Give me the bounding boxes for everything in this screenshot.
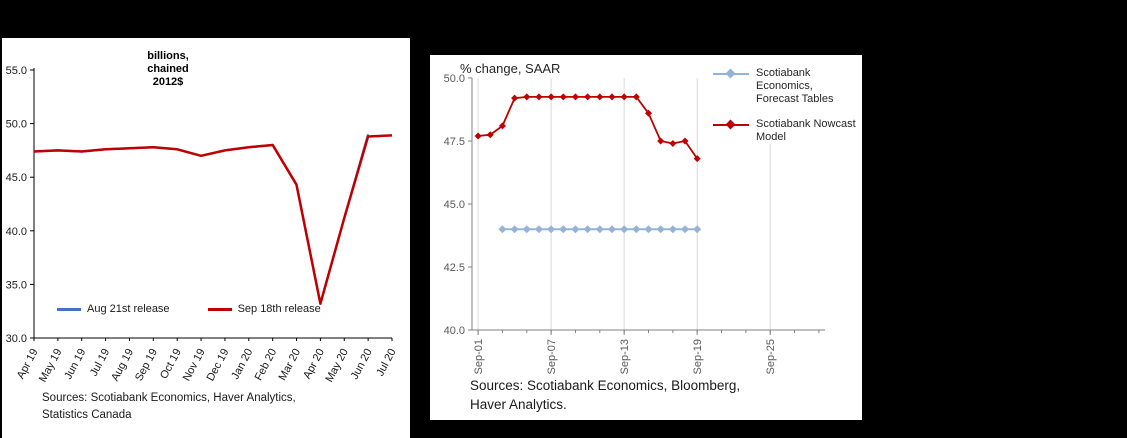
source-line: Statistics Canada xyxy=(42,409,132,421)
red-line-swatch-icon xyxy=(207,307,232,311)
legend-label: Scotiabank Economics, Forecast Tables xyxy=(756,67,834,105)
svg-text:May 20: May 20 xyxy=(323,347,351,384)
source-line: Sources: Scotiabank Economics, Haver Ana… xyxy=(42,392,296,404)
right-chart-source-note: Sources: Scotiabank Economics, Bloomberg… xyxy=(470,376,740,414)
svg-text:Jan 20: Jan 20 xyxy=(229,347,255,382)
svg-text:Sep-13: Sep-13 xyxy=(619,339,631,374)
svg-text:Dec 19: Dec 19 xyxy=(205,347,232,383)
svg-text:Mar 20: Mar 20 xyxy=(277,347,304,383)
right-chart-legend: Scotiabank Economics, Forecast Tables Sc… xyxy=(713,67,862,144)
svg-text:50.0: 50.0 xyxy=(444,73,465,85)
legend-item-aug-release: Aug 21st release xyxy=(57,303,170,315)
source-line: Sources: Scotiabank Economics, Bloomberg… xyxy=(470,378,741,393)
svg-text:Sep-25: Sep-25 xyxy=(765,339,777,374)
svg-text:45.0: 45.0 xyxy=(6,172,27,184)
svg-text:May 19: May 19 xyxy=(37,347,65,384)
svg-text:40.0: 40.0 xyxy=(6,226,27,238)
svg-text:42.5: 42.5 xyxy=(444,262,465,274)
left-chart-axis-unit-label: billions, chained 2012$ xyxy=(118,50,218,89)
svg-text:30.0: 30.0 xyxy=(6,333,27,345)
svg-text:55.0: 55.0 xyxy=(6,65,27,77)
svg-text:40.0: 40.0 xyxy=(444,325,465,337)
right-chart-title: % change, SAAR xyxy=(460,61,561,76)
legend-label: Sep 18th release xyxy=(237,303,321,315)
axis-unit-line: billions, xyxy=(147,50,189,62)
svg-text:Sep-01: Sep-01 xyxy=(473,339,485,374)
left-chart-legend: Aug 21st release Sep 18th release xyxy=(57,303,321,315)
axis-unit-line: chained xyxy=(147,63,189,75)
svg-text:35.0: 35.0 xyxy=(6,279,27,291)
blue-diamond-line-icon xyxy=(713,67,749,80)
left-chart-panel: 30.0 35.0 40.0 45.0 50.0 55.0 Apr 19 May 19 Jun … xyxy=(2,38,410,438)
legend-label: Aug 21st release xyxy=(87,303,170,315)
legend-item-forecast-tables: Scotiabank Economics, Forecast Tables xyxy=(713,67,862,106)
svg-text:45.0: 45.0 xyxy=(444,199,465,211)
svg-text:47.5: 47.5 xyxy=(444,136,465,148)
svg-text:50.0: 50.0 xyxy=(6,119,27,131)
legend-item-sep-release: Sep 18th release xyxy=(207,303,321,315)
blue-line-swatch-icon xyxy=(57,307,81,311)
svg-text:Jul 19: Jul 19 xyxy=(88,347,112,379)
svg-text:Oct 19: Oct 19 xyxy=(158,347,184,381)
legend-item-nowcast-model: Scotiabank Nowcast Model xyxy=(713,118,862,144)
svg-text:Jun 20: Jun 20 xyxy=(349,347,375,382)
svg-text:Sep 19: Sep 19 xyxy=(133,347,160,383)
svg-text:Jul 20: Jul 20 xyxy=(374,347,398,379)
red-diamond-line-icon xyxy=(713,118,749,131)
legend-label: Scotiabank Nowcast Model xyxy=(756,118,856,143)
svg-text:Sep-07: Sep-07 xyxy=(546,339,558,374)
axis-unit-line: 2012$ xyxy=(152,76,184,88)
svg-text:Sep-19: Sep-19 xyxy=(692,339,704,374)
right-chart-panel: % change, SAAR 40.0 42.5 45.0 47.5 50.0 Sep-0… xyxy=(430,55,862,420)
svg-text:Jun 19: Jun 19 xyxy=(62,347,88,382)
left-chart-source-note: Sources: Scotiabank Economics, Haver Ana… xyxy=(42,390,296,424)
source-line: Haver Analytics. xyxy=(470,397,567,412)
svg-text:Apr 19: Apr 19 xyxy=(15,347,41,381)
svg-text:Apr 20: Apr 20 xyxy=(301,347,327,381)
